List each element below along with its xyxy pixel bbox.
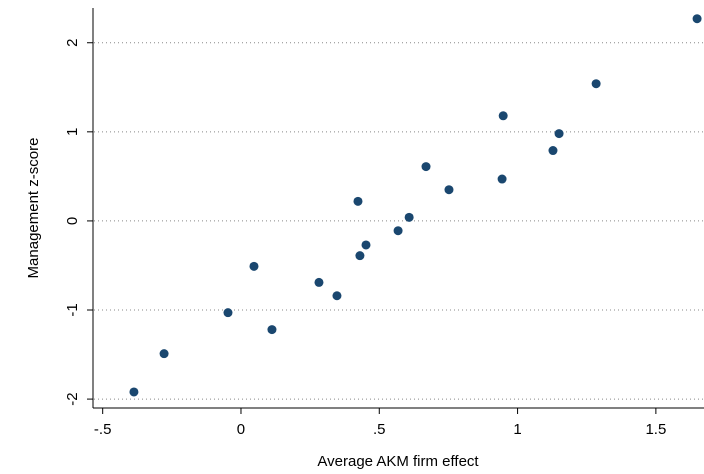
x-tick-label: 1 <box>513 421 521 438</box>
point <box>404 212 414 222</box>
point <box>314 277 324 287</box>
y-tick-label: 0 <box>64 217 81 225</box>
y-tick-label: -2 <box>64 392 81 405</box>
point <box>393 226 403 236</box>
point <box>361 240 371 250</box>
y-tick-label: -1 <box>64 303 81 316</box>
point <box>353 196 363 206</box>
point <box>591 79 601 89</box>
point <box>444 185 454 195</box>
point <box>498 111 508 121</box>
point <box>332 291 342 301</box>
x-tick-label: .5 <box>373 421 386 438</box>
point <box>159 349 169 359</box>
point <box>223 308 233 318</box>
y-axis-title: Management z-score <box>25 138 42 279</box>
point <box>548 146 558 156</box>
x-tick-label: 1.5 <box>645 421 666 438</box>
point <box>497 174 507 184</box>
x-tick-label: 0 <box>237 421 245 438</box>
point <box>267 325 277 335</box>
y-tick-label: 2 <box>64 39 81 47</box>
point <box>554 129 564 139</box>
x-tick-label: -.5 <box>94 421 112 438</box>
y-tick-label: 1 <box>64 128 81 136</box>
point <box>692 14 702 24</box>
point <box>355 251 365 261</box>
point <box>129 387 139 397</box>
point <box>421 162 431 172</box>
point <box>249 261 259 271</box>
x-axis-title: Average AKM firm effect <box>317 453 479 470</box>
